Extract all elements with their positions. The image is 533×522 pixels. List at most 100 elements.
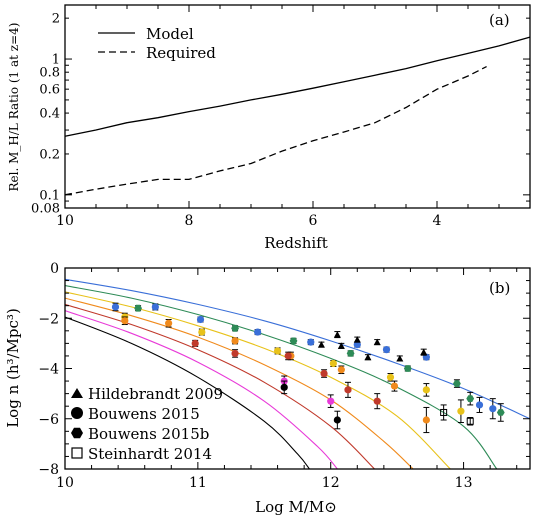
y-tick-label: 0.1 xyxy=(39,188,60,203)
model-curve-1 xyxy=(65,285,498,469)
data-point-circle xyxy=(386,373,395,381)
legend-square-marker xyxy=(71,447,83,459)
panel-a-ylabel: Rel. M_H/L Ratio (1 at z=4) xyxy=(7,23,21,192)
x-tick-label: 12 xyxy=(322,475,340,491)
data-point-hexagon xyxy=(289,337,298,345)
data-point-triangle xyxy=(317,341,325,348)
panel-b-xlabel: Log M/M⊙ xyxy=(255,498,337,516)
data-point-square xyxy=(466,417,474,425)
data-point-circle xyxy=(198,328,206,336)
y-tick-label: −8 xyxy=(38,462,59,478)
data-point-hexagon xyxy=(466,395,475,402)
y-tick-label: 0.2 xyxy=(39,147,60,162)
data-point-hexagon xyxy=(134,304,142,312)
data-point-hexagon xyxy=(403,365,412,372)
y-tick-label: 0.6 xyxy=(39,83,60,98)
y-tick-label: 0.4 xyxy=(39,107,60,122)
legend-hexagon-marker xyxy=(71,427,83,439)
panel-b-label: (b) xyxy=(489,279,510,297)
data-point-triangle xyxy=(337,342,345,349)
data-point-triangle xyxy=(353,336,361,343)
y-tick-label: 0.8 xyxy=(39,66,60,81)
panel-a-legend: Model Required xyxy=(98,25,216,62)
data-point-circle xyxy=(273,347,282,355)
data-point-circle xyxy=(489,405,497,413)
data-point-hexagon xyxy=(453,380,461,387)
data-point-triangle xyxy=(396,354,404,362)
data-point-triangle xyxy=(420,348,428,356)
data-point-circle xyxy=(196,315,205,324)
y-tick-label: 2 xyxy=(52,12,60,27)
y-tick-label: −6 xyxy=(38,412,59,428)
x-tick-label: 6 xyxy=(309,213,318,229)
data-point-circle xyxy=(353,341,361,349)
data-point-circle xyxy=(151,303,159,311)
data-point-circle xyxy=(191,339,199,347)
panel-b-legend: Hildebrandt 2009 Bouwens 2015 Bouwens 20… xyxy=(71,385,223,463)
data-point-triangle xyxy=(373,338,381,346)
x-tick-label: 11 xyxy=(189,475,207,491)
panel-a: 10 8 6 4 0.080.1 0.2 0.4 0.6 0.81 2 (a) Model Req… xyxy=(7,4,531,252)
panel-b-ticks: 10 11 12 13 0 −2 −4 −6 −8 xyxy=(38,261,530,491)
data-point-circle xyxy=(422,386,430,394)
x-tick-label: 10 xyxy=(56,475,74,491)
series-line-required xyxy=(64,66,487,196)
legend-triangle-marker xyxy=(71,388,83,398)
data-point-circle xyxy=(231,349,239,358)
data-point-hexagon xyxy=(346,350,355,357)
panel-b-frame xyxy=(64,267,531,470)
data-point-circle xyxy=(121,317,129,325)
data-point-circle xyxy=(382,346,391,354)
panel-b-ylabel: Log n (h³/Mpc³) xyxy=(4,308,22,428)
x-tick-label: 13 xyxy=(455,475,473,491)
model-curve-2 xyxy=(65,291,451,469)
model-curve-6 xyxy=(65,316,310,469)
data-point-hexagon xyxy=(496,409,505,416)
x-tick-label: 10 xyxy=(56,213,74,229)
data-point-circle xyxy=(254,328,262,336)
data-point-circle xyxy=(475,401,484,409)
legend-steinhardt: Steinhardt 2014 xyxy=(88,445,212,463)
data-point-circle xyxy=(111,303,120,311)
data-point-circle xyxy=(390,382,399,390)
legend-bouwens-b: Bouwens 2015b xyxy=(88,425,209,443)
x-tick-label: 4 xyxy=(433,213,442,229)
data-point-circle xyxy=(284,352,292,360)
panel-a-frame xyxy=(64,4,531,209)
data-point-circle xyxy=(344,386,352,394)
model-curve-5 xyxy=(65,310,338,469)
data-point-hexagon xyxy=(231,324,239,332)
panel-a-label: (a) xyxy=(489,11,510,29)
legend-hildebrandt: Hildebrandt 2009 xyxy=(88,385,223,403)
data-point-circle xyxy=(329,359,337,368)
y-tick-label: 0.08 xyxy=(31,202,60,217)
data-point-circle xyxy=(422,416,430,424)
data-point-triangle xyxy=(364,353,372,361)
y-tick-label: −4 xyxy=(38,362,59,378)
y-tick-label: 1 xyxy=(52,53,60,68)
model-curve-3 xyxy=(65,297,414,469)
panel-a-series xyxy=(64,36,531,196)
panel-b: 10 11 12 13 0 −2 −4 −6 −8 (b) Hildebrandt 2009 B… xyxy=(4,261,531,516)
data-point-circle xyxy=(165,319,173,327)
data-point-circle xyxy=(320,369,328,378)
data-point-circle xyxy=(280,383,288,391)
y-tick-label: 0 xyxy=(50,261,59,277)
panel-b-points xyxy=(111,302,505,434)
data-point-square xyxy=(440,408,448,416)
data-point-circle xyxy=(373,397,381,405)
data-point-circle xyxy=(457,407,465,415)
data-point-circle xyxy=(333,416,341,424)
data-point-circle xyxy=(231,337,239,345)
data-point-circle xyxy=(327,397,335,405)
legend-bouwens: Bouwens 2015 xyxy=(88,405,200,423)
panel-a-ticks: 10 8 6 4 0.080.1 0.2 0.4 0.6 0.81 2 xyxy=(31,5,530,229)
panel-a-xlabel: Redshift xyxy=(264,234,328,252)
data-point-circle xyxy=(307,338,315,346)
legend-model-label: Model xyxy=(146,25,194,43)
y-tick-label: −2 xyxy=(38,311,59,327)
x-tick-label: 8 xyxy=(185,213,194,229)
legend-required-label: Required xyxy=(146,44,216,62)
data-point-circle xyxy=(337,366,345,374)
